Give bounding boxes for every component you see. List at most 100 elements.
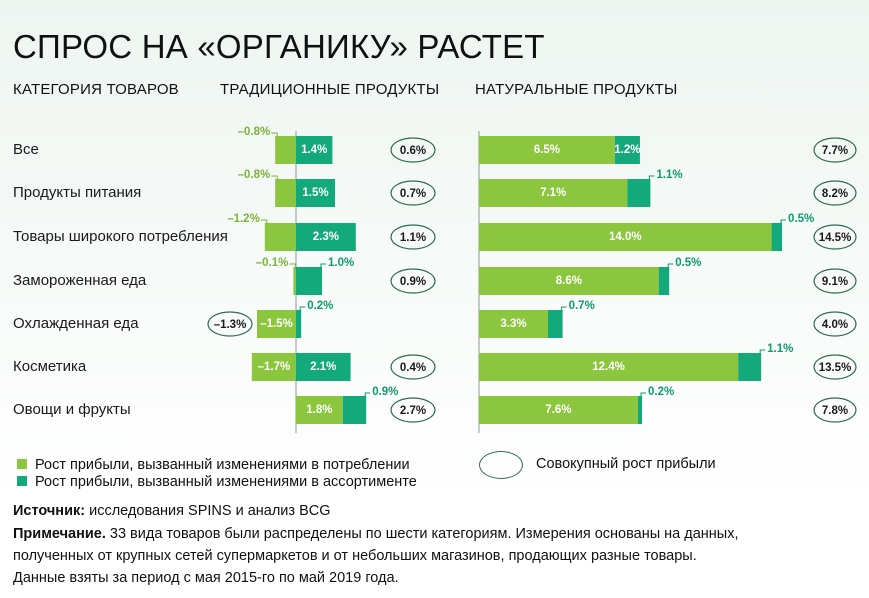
traditional-total-label: 0.4%: [400, 362, 426, 374]
legend-consumption: Рост прибыли, вызванный изменениями в по…: [17, 457, 410, 473]
traditional-total-oval: [390, 268, 436, 294]
natural-assortment-bar: [614, 136, 640, 164]
natural-total-label: 8.2%: [822, 188, 848, 200]
traditional-assortment-label: 0.9%: [372, 386, 398, 398]
traditional-consumption-label: –0.8%: [238, 169, 271, 181]
natural-assortment-bar: [637, 396, 643, 424]
traditional-consumption-leader: [271, 175, 278, 181]
natural-total-label: 7.7%: [822, 145, 848, 157]
natural-consumption-label: 12.4%: [592, 361, 625, 373]
natural-consumption-bar: [479, 267, 659, 295]
footnote-label: Примечание.: [13, 526, 106, 542]
traditional-total-oval: [207, 311, 253, 337]
natural-assortment-leader: [561, 306, 567, 312]
natural-total-label: 13.5%: [819, 362, 852, 374]
traditional-assortment-bar: [296, 267, 322, 295]
traditional-consumption-bar: [293, 267, 296, 295]
traditional-assortment-leader: [364, 392, 371, 398]
category-label: Товары широкого потребления: [13, 228, 228, 245]
traditional-consumption-leader: [260, 219, 268, 225]
natural-assortment-bar: [658, 267, 670, 295]
traditional-consumption-leader: [289, 263, 296, 269]
traditional-total-label: –1.3%: [214, 319, 247, 331]
natural-assortment-label: 1.1%: [767, 343, 793, 355]
category-label: Замороженная еда: [13, 272, 147, 289]
natural-assortment-leader: [648, 175, 655, 181]
traditional-total-oval: [390, 224, 436, 250]
footnote-text-1: 33 вида товаров были распределены по шес…: [105, 526, 739, 542]
traditional-consumption-label: –1.2%: [227, 213, 260, 225]
traditional-total-label: 0.7%: [400, 188, 426, 200]
natural-consumption-bar: [479, 353, 739, 381]
natural-assortment-bar: [771, 223, 783, 251]
legend-consumption-swatch: [17, 459, 27, 469]
legend-assortment-swatch: [17, 476, 27, 486]
traditional-total-label: 1.1%: [400, 232, 426, 244]
natural-assortment-leader: [759, 349, 766, 355]
traditional-assortment-label: 0.2%: [307, 300, 333, 312]
natural-assortment-bar: [627, 179, 651, 207]
header-natural: НАТУРАЛЬНЫЕ ПРОДУКТЫ: [475, 81, 678, 98]
traditional-consumption-bar: [275, 136, 296, 164]
natural-assortment-label: 0.7%: [569, 300, 595, 312]
traditional-assortment-leader: [320, 263, 326, 269]
footnote-line-2: полученных от крупных сетей супермаркето…: [13, 548, 697, 564]
traditional-consumption-label: –1.7%: [258, 361, 291, 373]
natural-total-oval: [813, 311, 857, 337]
traditional-assortment-label: 1.5%: [302, 187, 328, 199]
natural-total-oval: [813, 224, 857, 250]
natural-total-oval: [813, 397, 857, 423]
category-label: Овощи и фрукты: [13, 401, 131, 418]
natural-consumption-label: 7.1%: [540, 187, 566, 199]
traditional-consumption-bar: [251, 353, 296, 381]
traditional-consumption-label: 1.8%: [306, 404, 332, 416]
natural-total-label: 9.1%: [822, 276, 848, 288]
natural-assortment-leader: [667, 263, 674, 269]
traditional-consumption-label: –0.1%: [256, 257, 289, 269]
traditional-consumption-bar: [257, 310, 296, 338]
natural-assortment-label: 1.1%: [656, 169, 682, 181]
source-note: Источник: исследования SPINS и анализ BC…: [13, 503, 331, 519]
traditional-assortment-bar: [296, 223, 356, 251]
natural-total-oval: [813, 180, 857, 206]
traditional-total-label: 0.6%: [400, 145, 426, 157]
natural-total-label: 14.5%: [819, 232, 852, 244]
category-label: Все: [13, 141, 39, 158]
traditional-total-label: 2.7%: [400, 405, 426, 417]
traditional-consumption-bar: [275, 179, 296, 207]
legend-assortment: Рост прибыли, вызванный изменениями в ас…: [17, 474, 417, 490]
traditional-total-oval: [390, 397, 436, 423]
traditional-assortment-label: 1.0%: [328, 257, 354, 269]
natural-consumption-label: 7.6%: [545, 404, 571, 416]
source-text: исследования SPINS и анализ BCG: [85, 503, 331, 519]
legend-assortment-label: Рост прибыли, вызванный изменениями в ас…: [35, 474, 417, 490]
natural-consumption-label: 14.0%: [609, 231, 642, 243]
natural-assortment-leader: [780, 219, 787, 225]
traditional-consumption-label: –0.8%: [238, 126, 271, 138]
natural-consumption-bar: [479, 310, 548, 338]
natural-consumption-label: 8.6%: [556, 275, 582, 287]
traditional-total-oval: [390, 354, 436, 380]
natural-total-oval: [813, 137, 857, 163]
natural-total-label: 4.0%: [822, 319, 848, 331]
header-category: КАТЕГОРИЯ ТОВАРОВ: [13, 81, 179, 98]
footnote-line-3: Данные взяты за период с мая 2015-го по …: [13, 570, 399, 586]
natural-assortment-label: 0.5%: [675, 257, 701, 269]
natural-consumption-bar: [479, 136, 615, 164]
category-label: Охлажденная еда: [13, 315, 139, 332]
footnote-line-1: Примечание. 33 вида товаров были распред…: [13, 526, 739, 542]
traditional-consumption-leader: [271, 132, 278, 138]
natural-total-oval: [813, 354, 857, 380]
category-label: Продукты питания: [13, 184, 141, 201]
natural-assortment-label: 0.2%: [648, 386, 674, 398]
natural-total-oval: [813, 268, 857, 294]
traditional-total-oval: [390, 137, 436, 163]
traditional-assortment-bar: [296, 310, 302, 338]
traditional-total-oval: [390, 180, 436, 206]
traditional-consumption-label: –1.5%: [260, 318, 293, 330]
source-label: Источник:: [13, 503, 86, 519]
page-title: СПРОС НА «ОРГАНИКУ» РАСТЕТ: [13, 28, 545, 65]
legend-total-label: Совокупный рост прибыли: [536, 456, 716, 472]
traditional-total-label: 0.9%: [400, 276, 426, 288]
